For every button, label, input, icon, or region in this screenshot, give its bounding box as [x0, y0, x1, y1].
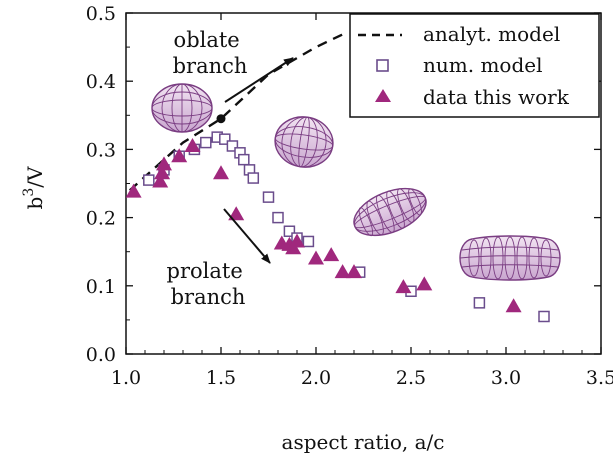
num-model-point: [262, 191, 275, 203]
x-tick-label: 1.0: [111, 367, 141, 389]
data-this-work-point: [323, 247, 340, 262]
x-tick-label: 2.5: [396, 367, 426, 389]
data-this-work-point: [334, 264, 351, 279]
x-tick-label: 1.5: [206, 367, 236, 389]
y-tick-label: 0.2: [86, 208, 116, 230]
num-model-point: [219, 133, 231, 145]
data-this-work-point: [213, 165, 229, 180]
data-this-work-point: [171, 148, 188, 163]
prolate-spheroid-icon: [353, 187, 427, 237]
oblate-branch-label: oblate branch: [173, 28, 248, 78]
num-model-point: [226, 140, 239, 152]
y-tick-label: 0.3: [86, 139, 116, 161]
num-model-point: [238, 153, 250, 166]
prolate-branch-arrow: [223, 208, 271, 264]
data-this-work-point: [505, 298, 522, 313]
data-this-work-point: [228, 206, 245, 221]
legend-label-data-this-work: data this work: [423, 85, 570, 109]
data-this-work-point: [308, 250, 324, 265]
num-model-point: [283, 225, 296, 237]
legend: analyt. model num. model data this work: [349, 13, 600, 118]
legend-swatch-data-this-work: [375, 89, 391, 102]
y-axis-label-exponent: 3: [21, 188, 37, 197]
y-axis-label-base: b: [23, 197, 47, 210]
data-this-work-point: [154, 165, 171, 180]
data-this-work-point: [152, 173, 169, 188]
y-axis-ticks: 0.0 0.1 0.2 0.3 0.4 0.5: [86, 3, 601, 366]
data-this-work-point: [289, 233, 305, 248]
branch-point-marker: [216, 114, 226, 124]
oblate-spheroid-icon: [151, 83, 213, 133]
num-model-point: [302, 235, 315, 248]
y-axis-label-tail: /V: [23, 166, 47, 188]
series-markers: [126, 114, 550, 323]
num-model-point: [473, 297, 486, 309]
legend-label-num-model: num. model: [423, 53, 542, 77]
prolate-branch-label: prolate branch: [167, 259, 250, 309]
num-model-point: [143, 174, 155, 186]
x-axis-label: aspect ratio, a/c: [282, 430, 445, 454]
elongated-capsule-icon: [459, 235, 561, 281]
y-tick-label: 0.5: [86, 3, 116, 25]
legend-swatch-num-model: [376, 59, 389, 72]
y-tick-label: 0.0: [86, 344, 116, 366]
data-this-work-point: [184, 137, 201, 152]
data-this-work-point: [126, 183, 142, 198]
prolate-branch-label-line-1: prolate: [167, 259, 243, 283]
num-model-point: [247, 172, 260, 184]
near-sphere-icon: [274, 116, 334, 168]
y-tick-label: 0.4: [86, 71, 116, 93]
data-this-work-point: [346, 264, 362, 279]
oblate-branch-label-line-1: oblate: [174, 28, 240, 52]
data-this-work-point: [395, 279, 412, 294]
num-model-point: [272, 211, 284, 224]
y-tick-label: 0.1: [86, 276, 116, 298]
oblate-branch-arrow: [224, 57, 294, 103]
oblate-branch-label-line-2: branch: [173, 54, 248, 78]
x-tick-label: 3.5: [586, 367, 613, 389]
prolate-branch-label-line-2: branch: [171, 285, 246, 309]
y-axis-label: b3/V: [21, 166, 47, 209]
legend-box: [349, 13, 600, 118]
x-axis-ticks: 1.0 1.5 2.0 2.5 3.0 3.5: [111, 13, 613, 389]
data-this-work-point: [416, 276, 433, 291]
x-tick-label: 2.0: [301, 367, 331, 389]
x-tick-label: 3.0: [491, 367, 521, 389]
num-model-point: [538, 310, 550, 323]
data-this-work-point: [156, 156, 172, 171]
num-model-point: [200, 136, 212, 149]
legend-label-analyt-model: analyt. model: [423, 22, 560, 46]
